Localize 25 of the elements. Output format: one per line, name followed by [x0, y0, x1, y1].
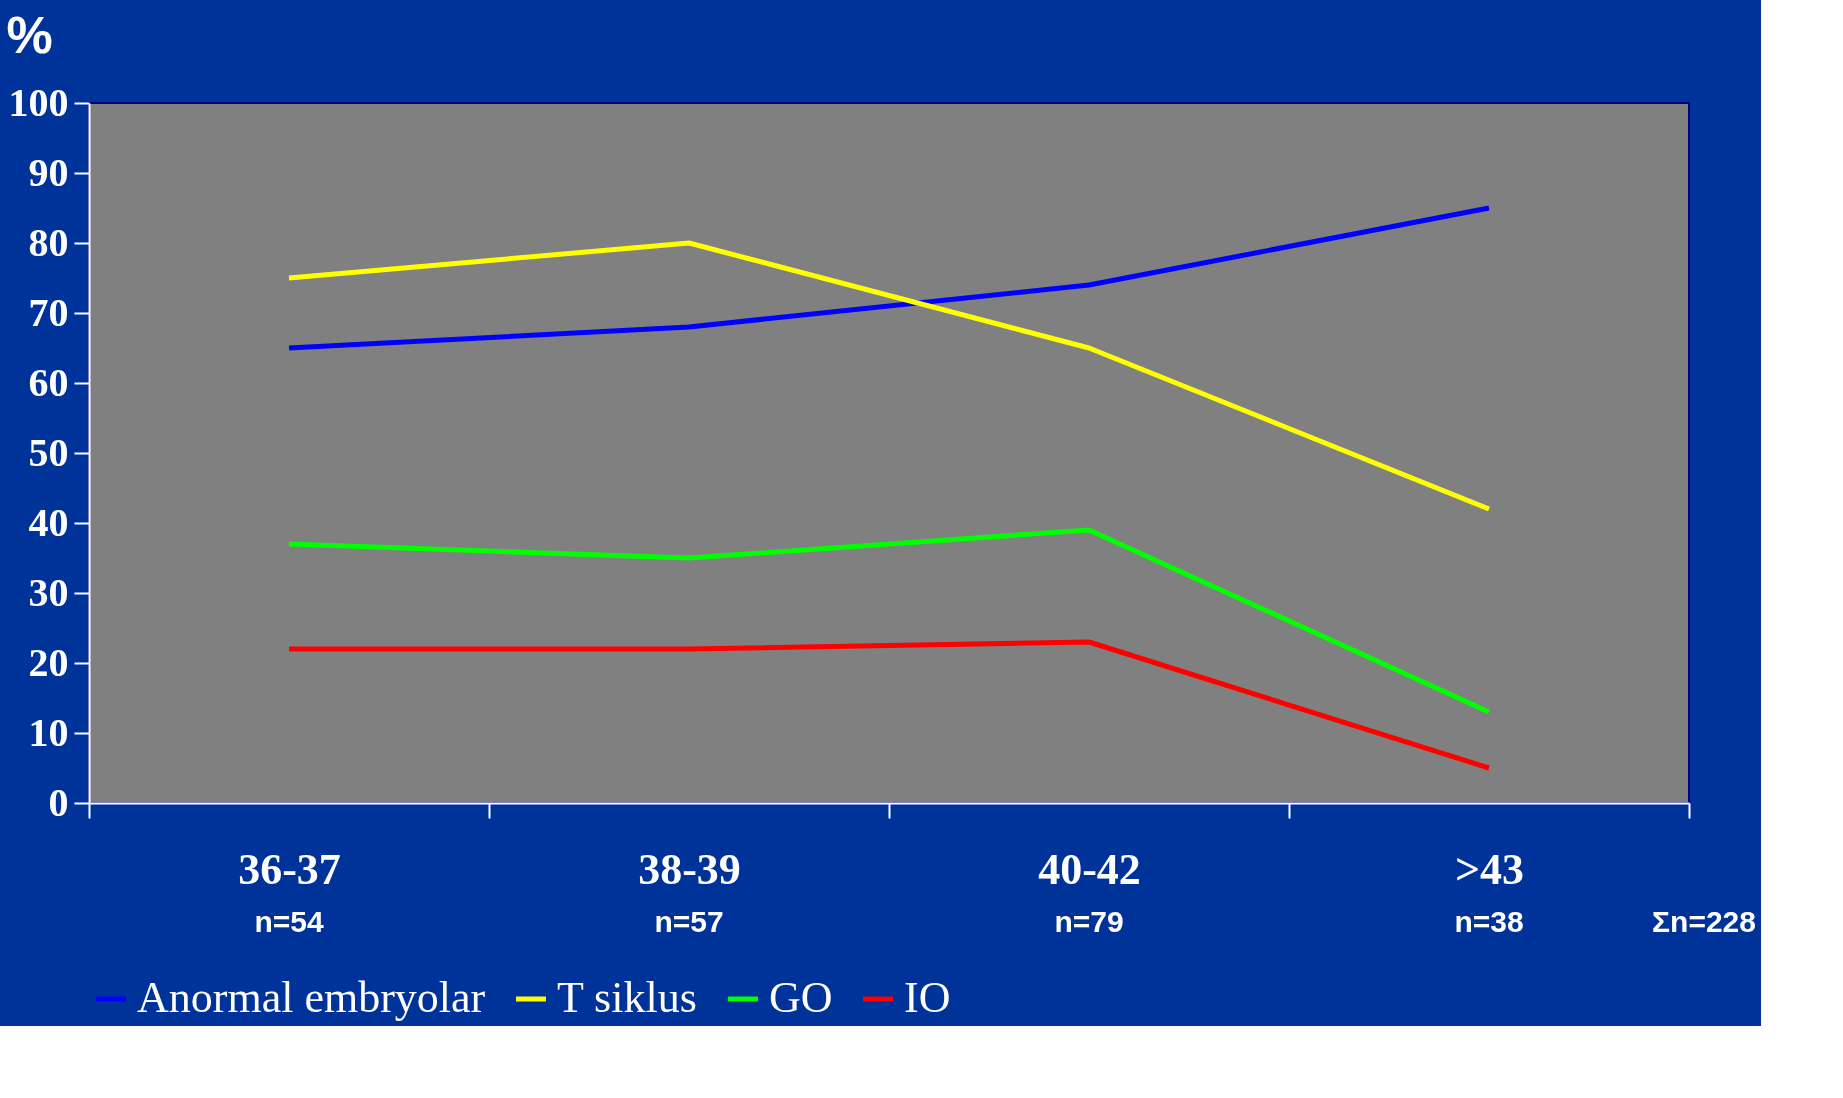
legend-label: Anormal embryolar [137, 973, 486, 1022]
text: n=38 [1454, 905, 1524, 938]
y-tick-label: 80 [28, 219, 69, 265]
y-tick-label: 50 [28, 429, 69, 475]
y-tick-label: 60 [28, 359, 69, 405]
y-tick-label: 100 [8, 79, 69, 125]
legend-label: GO [769, 973, 833, 1022]
y-tick-label: 20 [28, 639, 69, 685]
x-tick-label: >43 [1454, 844, 1525, 894]
y-tick-label: 10 [28, 709, 69, 755]
legend-label: IO [904, 973, 951, 1022]
x-tick-label: 36-37 [238, 844, 341, 894]
text: Σn=228 [1652, 905, 1756, 938]
y-axis-title: % [6, 5, 53, 64]
y-tick-label: 0 [48, 779, 69, 825]
text: n=54 [254, 905, 324, 938]
y-tick-label: 30 [28, 569, 69, 615]
y-tick-label: 90 [28, 149, 69, 195]
y-tick-label: 40 [28, 499, 69, 545]
y-tick-label: 70 [28, 289, 69, 335]
x-tick-label: 40-42 [1038, 844, 1141, 894]
text: n=57 [654, 905, 724, 938]
text: n=79 [1054, 905, 1124, 938]
x-tick-label: 38-39 [638, 844, 741, 894]
legend-label: T siklus [557, 973, 697, 1022]
